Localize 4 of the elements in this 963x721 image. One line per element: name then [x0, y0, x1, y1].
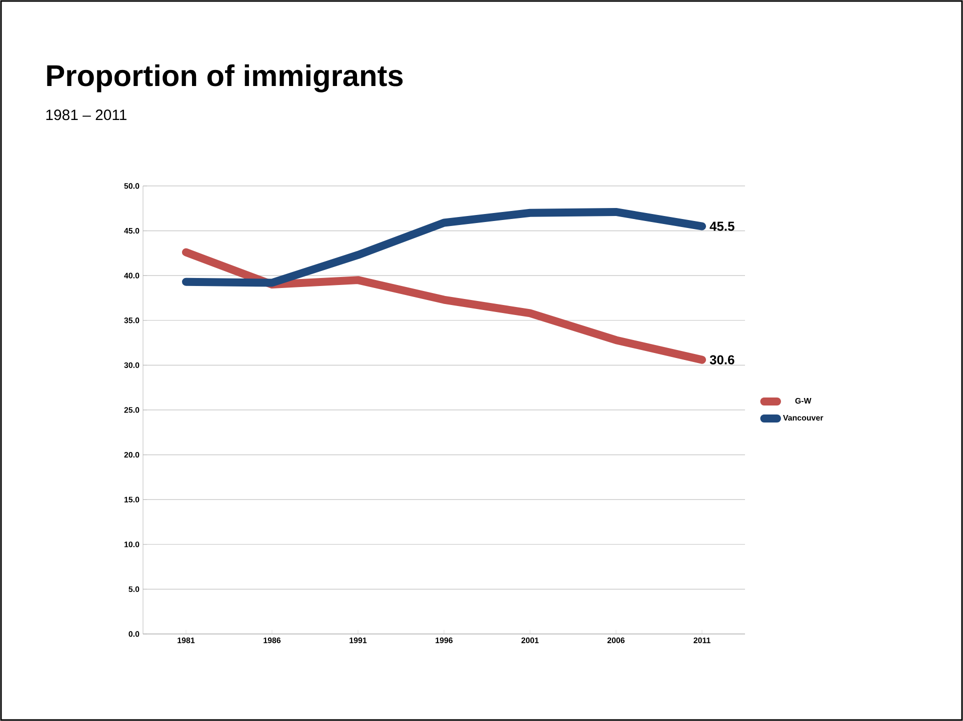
chart-subtitle: 1981 – 2011 [46, 110, 126, 120]
chart-title: Proportion of immigrants [47, 64, 403, 92]
data-label: 30.6 [710, 355, 734, 364]
data-label: 45.5 [710, 222, 734, 231]
